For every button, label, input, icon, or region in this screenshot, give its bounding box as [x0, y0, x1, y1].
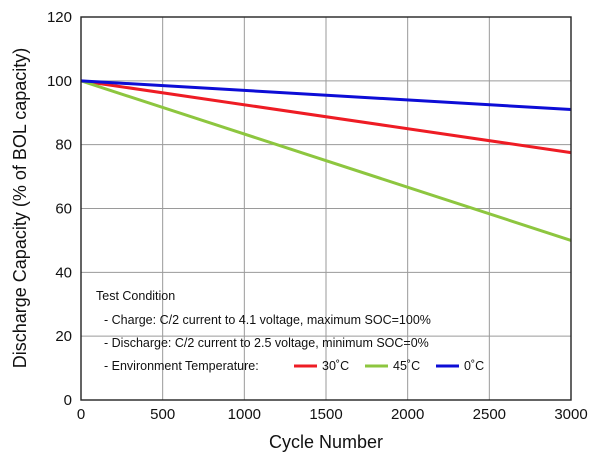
x-tick-label: 2000	[391, 406, 424, 423]
x-tick-label: 0	[77, 406, 85, 423]
tick-labels: 0 500 1000 1500 2000 2500 3000 0 20 40 60 80 100 120	[47, 9, 588, 423]
gridlines	[81, 17, 571, 400]
y-tick-label: 40	[55, 264, 72, 281]
legend-label-45c: 45˚C	[393, 359, 420, 373]
annotation-line-charge: - Charge: C/2 current to 4.1 voltage, ma…	[104, 313, 431, 327]
legend: 30˚C 45˚C 0˚C	[294, 359, 484, 373]
legend-label-30c: 30˚C	[322, 359, 349, 373]
annotation-line-temperature: - Environment Temperature:	[104, 359, 259, 373]
x-tick-label: 1000	[228, 406, 261, 423]
series-line	[80, 79, 572, 242]
y-tick-label: 80	[55, 137, 72, 154]
series-line	[80, 79, 572, 155]
legend-label-0c: 0˚C	[464, 359, 484, 373]
y-tick-label: 120	[47, 9, 72, 26]
x-tick-label: 1500	[309, 406, 342, 423]
annotation-line-discharge: - Discharge: C/2 current to 2.5 voltage,…	[104, 336, 429, 350]
y-tick-label: 20	[55, 328, 72, 345]
series-lines	[80, 79, 572, 242]
x-axis-title: Cycle Number	[269, 432, 383, 452]
x-tick-label: 2500	[473, 406, 506, 423]
y-axis-title: Discharge Capacity (% of BOL capacity)	[10, 48, 30, 368]
x-tick-label: 3000	[554, 406, 587, 423]
y-tick-label: 0	[64, 392, 72, 409]
plot-frame	[80, 16, 572, 401]
y-tick-label: 100	[47, 73, 72, 90]
series-line	[80, 79, 572, 112]
y-tick-label: 60	[55, 201, 72, 218]
annotation-heading: Test Condition	[96, 289, 175, 303]
test-condition-annotation: Test Condition - Charge: C/2 current to …	[96, 289, 431, 373]
x-tick-label: 500	[150, 406, 175, 423]
